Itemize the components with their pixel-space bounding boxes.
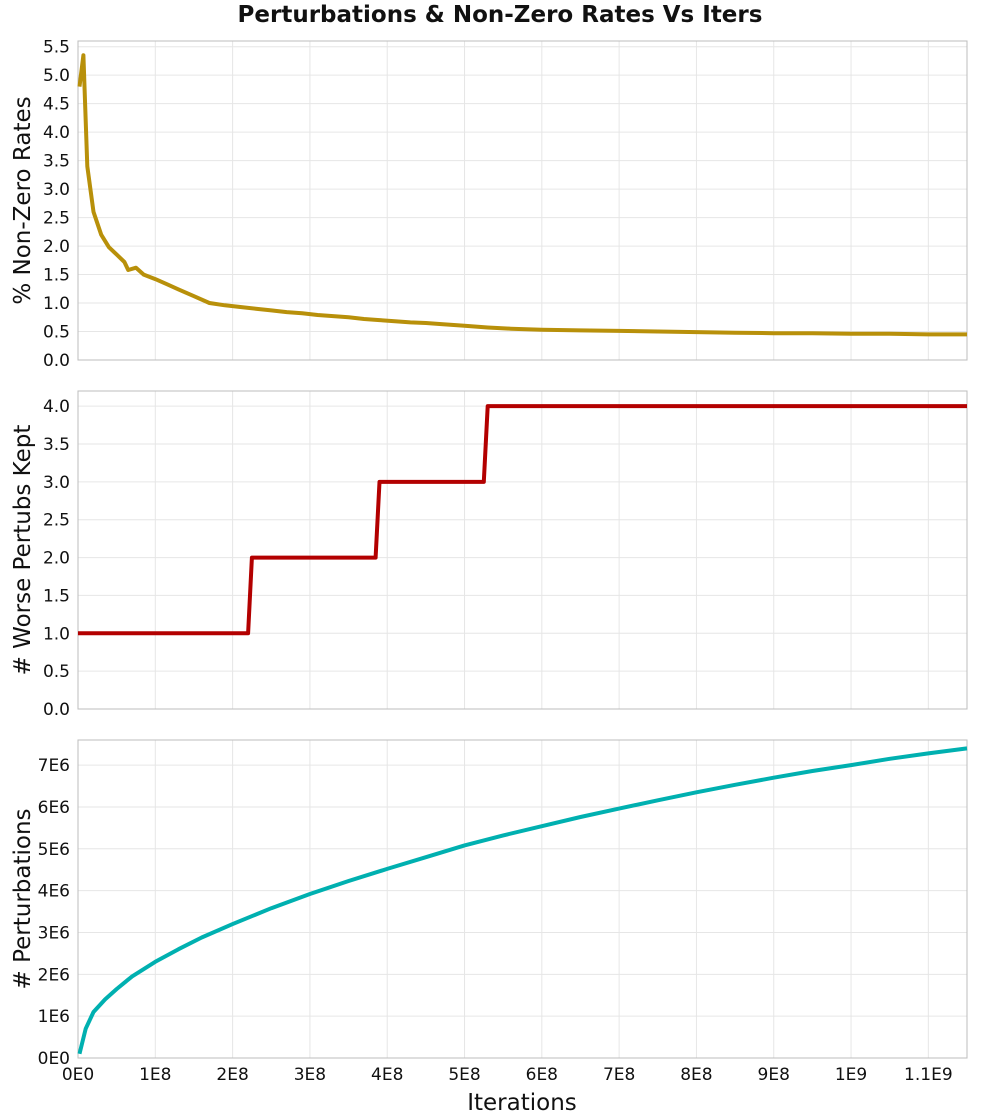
y-tick-label: 3.5 — [43, 435, 70, 455]
y-tick-label: 3.0 — [43, 180, 70, 200]
y-tick-label: 0.0 — [43, 700, 70, 720]
panels: 0.0 0.5 1.0 1.5 2.0 2.5 3.0 3.5 4.0 4.5 5.0 5.5 % No… — [10, 38, 968, 1085]
x-tick-label: 8E8 — [680, 1065, 712, 1085]
plot-frame — [77, 739, 968, 1059]
y-tick-label: 3.5 — [43, 152, 70, 172]
x-tick-label: 5E8 — [448, 1065, 480, 1085]
x-tick-label: 7E8 — [603, 1065, 635, 1085]
x-tick-label: 2E8 — [216, 1065, 248, 1085]
y-tick-label: 4E6 — [38, 882, 70, 902]
y-tick-label: 7E6 — [38, 756, 70, 776]
x-tick-label: 1.1E9 — [904, 1065, 953, 1085]
x-axis-label: Iterations — [467, 1090, 577, 1116]
y-tick-label: 0.5 — [43, 323, 70, 343]
y-tick-label: 5.5 — [43, 38, 70, 58]
y-axis-label: # Worse Pertubs Kept — [10, 425, 36, 676]
y-tick-label: 6E6 — [38, 798, 70, 818]
x-tick-label: 4E8 — [371, 1065, 403, 1085]
x-tick-label: 0E0 — [62, 1065, 94, 1085]
y-axis-label: # Perturbations — [10, 808, 36, 989]
y-tick-label: 0.0 — [43, 351, 70, 371]
y-tick-label: 4.5 — [43, 95, 70, 115]
y-tick-label: 3.0 — [43, 473, 70, 493]
y-tick-label: 4.0 — [43, 397, 70, 417]
x-tick-label: 6E8 — [526, 1065, 558, 1085]
y-tick-label: 2.5 — [43, 209, 70, 229]
y-tick-label: 4.0 — [43, 123, 70, 143]
series-line — [77, 746, 968, 1055]
plot-frame — [77, 390, 968, 710]
x-tick-label: 3E8 — [294, 1065, 326, 1085]
y-tick-label: 3E6 — [38, 923, 70, 943]
y-tick-label: 5.0 — [43, 66, 70, 86]
chart-title: Perturbations & Non-Zero Rates Vs Iters — [237, 2, 763, 28]
panel-1: 0.0 0.5 1.0 1.5 2.0 2.5 3.0 3.5 4.0 4.5 5.0 5.5 % No… — [10, 38, 968, 371]
plot-frame — [77, 40, 968, 361]
y-tick-label: 5E6 — [38, 840, 70, 860]
y-axis-label: % Non-Zero Rates — [10, 96, 36, 304]
x-tick-label: 9E8 — [758, 1065, 790, 1085]
y-tick-label: 1.5 — [43, 266, 70, 286]
y-tick-label: 1.0 — [43, 294, 70, 314]
x-tick-label: 1E8 — [139, 1065, 171, 1085]
y-tick-label: 1.5 — [43, 586, 70, 606]
y-tick-label: 1E6 — [38, 1007, 70, 1027]
panel-3: 0E0 1E6 2E6 3E6 4E6 5E6 6E6 7E6 0E0 1E8 2E8 3E8 4E8 5… — [10, 739, 968, 1085]
y-tick-label: 0.5 — [43, 662, 70, 682]
series-line — [78, 404, 967, 636]
y-tick-label: 2.5 — [43, 511, 70, 531]
y-tick-label: 2.0 — [43, 237, 70, 257]
series-line — [77, 53, 967, 337]
y-tick-label: 0E0 — [38, 1049, 70, 1069]
x-tick-label: 1E9 — [835, 1065, 867, 1085]
y-tick-label: 2.0 — [43, 549, 70, 569]
y-tick-label: 2E6 — [38, 965, 70, 985]
panel-2: 0.0 0.5 1.0 1.5 2.0 2.5 3.0 3.5 4.0 # Worse Pertu… — [10, 390, 968, 720]
y-tick-label: 1.0 — [43, 624, 70, 644]
